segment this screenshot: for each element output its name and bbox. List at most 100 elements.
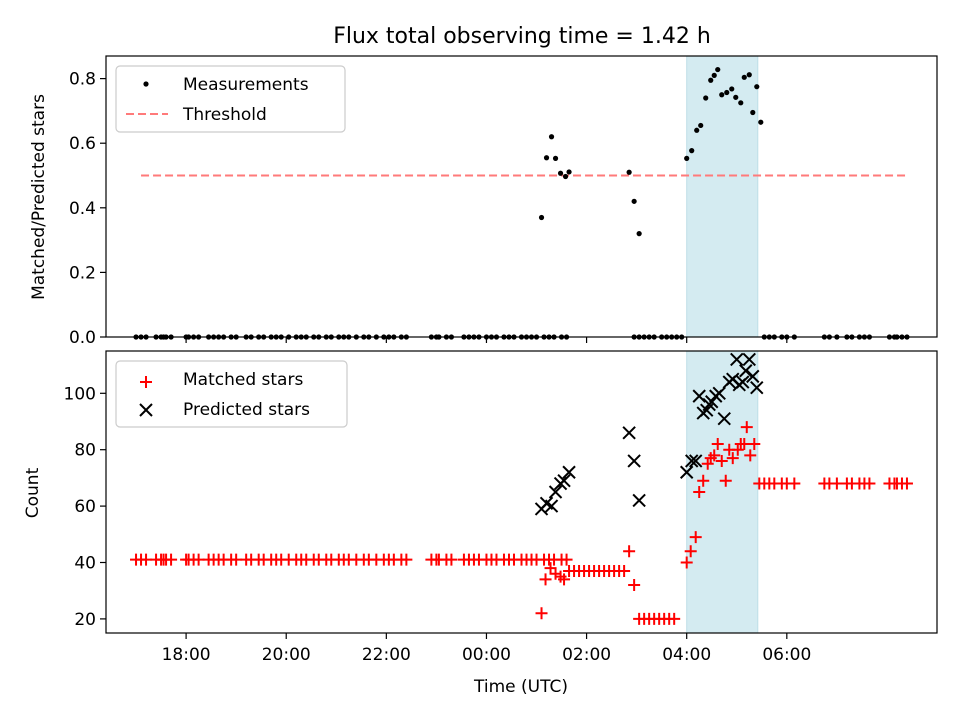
predicted-star-point (562, 465, 576, 479)
x-tick-label: 18:00 (162, 645, 211, 665)
matched-star-point (726, 452, 739, 465)
x-tick-label: 00:00 (462, 645, 511, 665)
legend-threshold-label: Threshold (182, 105, 267, 125)
measurement-point (746, 72, 752, 78)
matched-star-point (744, 449, 757, 462)
matched-star-point (445, 553, 458, 566)
measurement-point (715, 66, 721, 73)
measurement-point (689, 148, 695, 154)
legend-matched-marker (140, 376, 152, 388)
predicted-star-point (679, 465, 694, 479)
matched-star-point (544, 562, 557, 575)
bottom-data-layer (130, 352, 913, 625)
chart-title: Flux total observing time = 1.42 h (333, 24, 711, 49)
predicted-star-point (684, 454, 699, 468)
matched-star-point (549, 567, 562, 580)
measurement-point (738, 100, 744, 106)
predicted-star-point (750, 380, 764, 395)
bottom-y-tick-label: 80 (74, 441, 96, 461)
legend-matched-label: Matched stars (183, 370, 303, 390)
measurement-point (719, 92, 725, 98)
top-y-tick-label: 0.2 (69, 263, 96, 283)
x-tick-label: 02:00 (562, 645, 611, 665)
measurement-point (684, 155, 690, 161)
top-y-tick-label: 0.4 (69, 199, 96, 219)
measurement-point (754, 84, 760, 90)
highlight-span (686, 55, 759, 338)
matched-star-point (140, 553, 153, 566)
bottom-y-tick-label: 100 (64, 384, 96, 404)
measurement-point (711, 72, 717, 78)
matched-star-point (618, 564, 631, 577)
bottom-x-ticks: 18:00 20:00 22:00 00:00 02:00 04:00 06:00 (162, 633, 811, 665)
bottom-axes-frame (105, 350, 938, 634)
matched-star-point (680, 556, 693, 569)
x-tick-label: 06:00 (762, 645, 811, 665)
matched-star-point (558, 573, 571, 586)
measurement-point (548, 134, 555, 140)
matched-star-point (788, 477, 801, 490)
measurement-point (733, 94, 739, 100)
matched-star-point (740, 421, 753, 434)
matched-star-point (697, 474, 710, 487)
measurement-point (557, 170, 564, 176)
predicted-star-point (742, 352, 756, 367)
predicted-star-point (632, 493, 646, 508)
predicted-star-point (692, 389, 706, 403)
bottom-legend-box (115, 360, 348, 428)
top-y-tick-label: 0.6 (69, 134, 96, 154)
measurement-point (538, 214, 545, 221)
measurement-point (724, 89, 730, 96)
legend-predicted-marker (139, 403, 153, 417)
matched-star-point (230, 553, 243, 566)
measurement-point (698, 122, 704, 129)
measurement-point (626, 169, 632, 175)
top-legend-box (115, 65, 346, 133)
measurement-point (631, 198, 637, 204)
matched-star-point (689, 531, 702, 544)
top-legend: Measurements Threshold (115, 65, 346, 133)
matched-star-point (628, 579, 641, 592)
bottom-panel: 20 40 60 80 100 18:00 20:00 22:00 00:00 02:00 04:… (23, 350, 938, 697)
bottom-y-tick-label: 20 (74, 610, 96, 630)
predicted-star-point (736, 375, 750, 389)
matched-star-point (900, 477, 913, 490)
x-tick-label: 04:00 (662, 645, 711, 665)
predicted-star-point (622, 426, 636, 440)
matched-star-point (863, 477, 876, 490)
measurement-point (552, 155, 559, 161)
bottom-y-tick-label: 40 (74, 554, 96, 574)
predicted-star-point (544, 499, 559, 513)
matched-star-point (668, 612, 681, 625)
top-panel: 0.00.20.40.60.8 Matched/Predicted stars … (29, 55, 938, 348)
measurement-point (703, 95, 709, 101)
legend-measurements-label: Measurements (183, 75, 309, 95)
measurement-point (729, 86, 735, 92)
measurement-point (708, 77, 714, 83)
predicted-star-point (717, 411, 731, 426)
bottom-legend: Matched stars Predicted stars (115, 360, 348, 428)
top-x-ticks (185, 337, 788, 343)
top-y-tick-label: 0.0 (69, 328, 96, 348)
measurement-point (566, 169, 572, 175)
predicted-star-point (627, 454, 641, 468)
top-data-layer (133, 66, 910, 340)
measurement-point (562, 173, 569, 180)
measurement-point (636, 231, 642, 237)
legend-measurements-marker (143, 81, 149, 87)
predicted-star-point (548, 485, 563, 499)
matched-star-point (192, 553, 205, 566)
measurement-point (758, 119, 764, 125)
matched-star-point (738, 438, 751, 451)
x-axis-label: Time (UTC) (473, 677, 568, 697)
matched-star-point (711, 438, 724, 451)
matched-star-point (165, 553, 178, 566)
matched-star-point (400, 553, 413, 566)
top-y-tick-label: 0.8 (69, 70, 96, 90)
matched-star-point (623, 545, 636, 558)
matched-star-point (535, 607, 548, 620)
top-y-ticks: 0.0 0.2 0.4 0.6 0.8 (69, 70, 106, 348)
predicted-star-point (557, 474, 571, 488)
matched-star-point (748, 438, 761, 451)
